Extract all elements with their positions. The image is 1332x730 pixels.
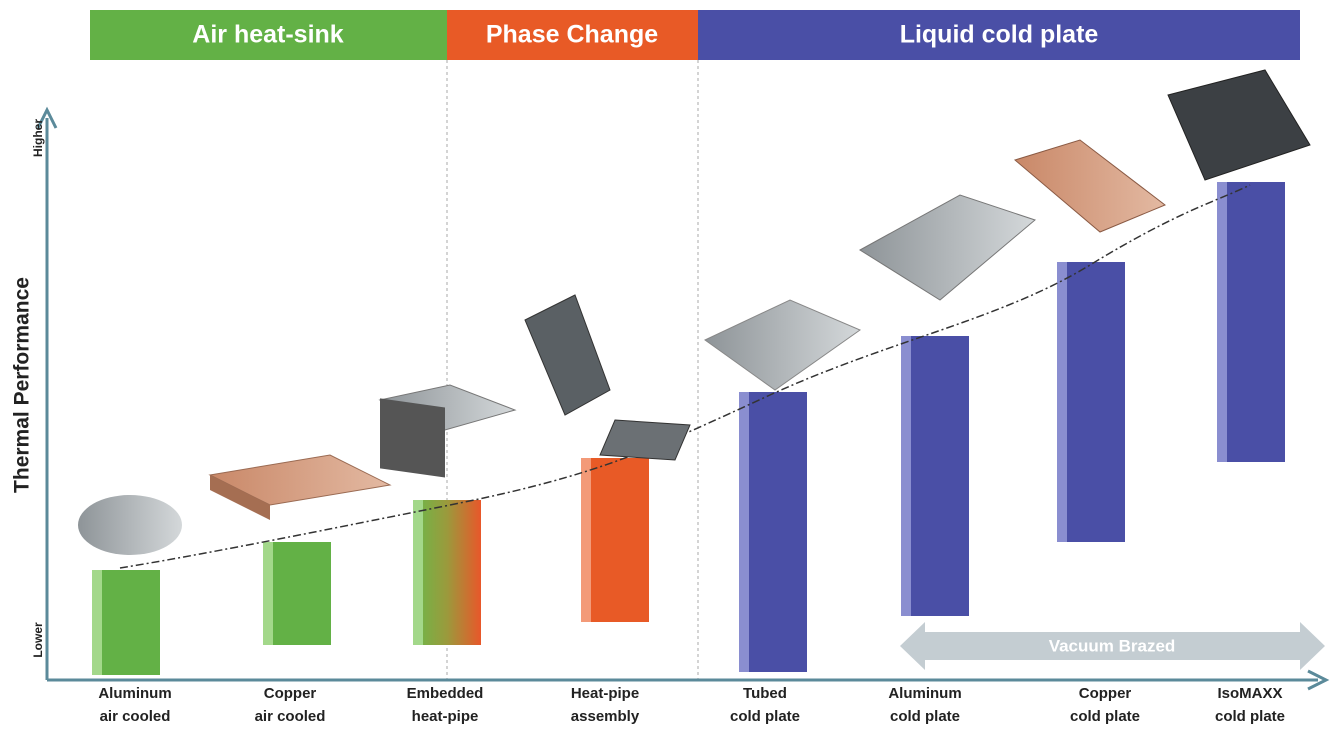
item-label: air cooled bbox=[255, 708, 326, 725]
callout-arrow bbox=[900, 622, 1325, 670]
item-labels: Aluminum air cooled Copper air cooled Embedd… bbox=[98, 685, 1285, 725]
bevel bbox=[263, 542, 273, 645]
bar bbox=[92, 570, 160, 675]
product-image bbox=[859, 194, 1037, 301]
bevel bbox=[581, 458, 591, 622]
bar bbox=[1057, 262, 1125, 542]
bevel bbox=[92, 570, 102, 675]
callout-text: Vacuum Brazed bbox=[1049, 636, 1176, 655]
item-label: Copper bbox=[1079, 685, 1132, 702]
bar bbox=[263, 542, 331, 645]
header-band bbox=[447, 10, 698, 60]
item-label: heat-pipe bbox=[412, 708, 479, 725]
bevel bbox=[1217, 182, 1227, 462]
item-label: Tubed bbox=[743, 685, 787, 702]
item-label: cold plate bbox=[890, 708, 960, 725]
section-title: Liquid cold plate bbox=[900, 21, 1099, 49]
item-label: cold plate bbox=[1215, 708, 1285, 725]
product-image bbox=[524, 294, 611, 416]
product-images bbox=[78, 69, 1311, 555]
item-label: IsoMAXX bbox=[1217, 685, 1282, 702]
bar bbox=[581, 458, 649, 622]
header-band bbox=[698, 10, 1300, 60]
header-band bbox=[90, 10, 447, 60]
item-label: Aluminum bbox=[888, 685, 961, 702]
item-label: cold plate bbox=[730, 708, 800, 725]
bar bbox=[739, 392, 807, 672]
bevel bbox=[1057, 262, 1067, 542]
product-image bbox=[1167, 69, 1311, 181]
bevel bbox=[901, 336, 911, 616]
item-label: assembly bbox=[571, 708, 640, 725]
item-label: Heat-pipe bbox=[571, 685, 639, 702]
axis-low: Lower bbox=[31, 622, 45, 658]
bevel bbox=[739, 392, 749, 672]
bars bbox=[92, 182, 1285, 675]
product-image bbox=[78, 495, 182, 555]
section-title: Phase Change bbox=[486, 21, 658, 49]
axis-high: Higher bbox=[31, 119, 45, 157]
bar bbox=[901, 336, 969, 616]
trend-curve bbox=[119, 184, 1251, 569]
item-label: air cooled bbox=[100, 708, 171, 725]
bar bbox=[1217, 182, 1285, 462]
axis-label: Thermal Performance bbox=[11, 277, 34, 493]
product-image bbox=[1013, 139, 1166, 233]
bar bbox=[413, 500, 481, 645]
item-label: Embedded bbox=[407, 685, 484, 702]
section-title: Air heat-sink bbox=[192, 21, 344, 49]
axis-arrow bbox=[36, 106, 58, 129]
product-image bbox=[210, 475, 270, 520]
bevel bbox=[413, 500, 423, 645]
item-label: Aluminum bbox=[98, 685, 171, 702]
item-label: Copper bbox=[264, 685, 317, 702]
product-image bbox=[599, 419, 691, 461]
axis-arrow bbox=[1307, 669, 1330, 691]
item-label: cold plate bbox=[1070, 708, 1140, 725]
product-image bbox=[380, 398, 445, 478]
product-image bbox=[704, 299, 862, 391]
